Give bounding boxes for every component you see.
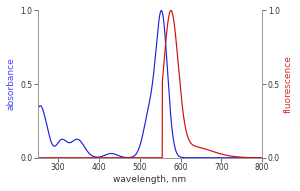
X-axis label: wavelength, nm: wavelength, nm [113, 175, 187, 184]
Y-axis label: fluorescence: fluorescence [284, 55, 293, 113]
Y-axis label: absorbance: absorbance [7, 58, 16, 110]
